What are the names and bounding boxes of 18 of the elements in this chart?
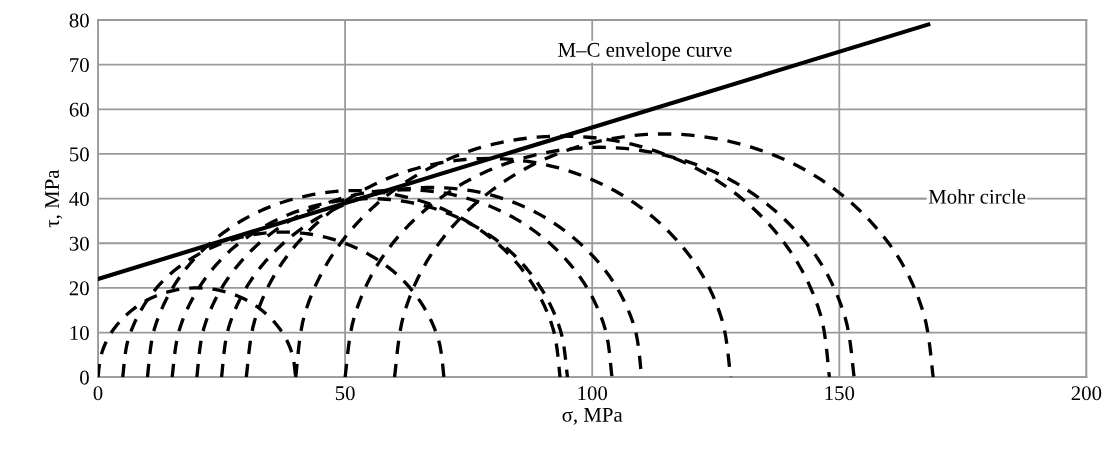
y-tick-label: 60 (69, 102, 89, 117)
x-axis-title: σ, MPa (562, 408, 623, 425)
y-tick-label: 20 (69, 281, 89, 296)
x-tick-label: 200 (1071, 386, 1102, 401)
x-tick-label: 50 (335, 386, 355, 401)
y-tick-label: 0 (80, 370, 89, 385)
y-tick-label: 30 (69, 236, 89, 251)
x-tick-label: 0 (93, 386, 103, 401)
x-tick-label: 100 (578, 386, 608, 401)
annotation: Mohr circle (928, 189, 1026, 204)
annotation: M–C envelope curve (558, 42, 732, 62)
x-tick-label: 150 (825, 386, 855, 401)
y-axis-title: τ, MPa (45, 169, 63, 228)
y-tick-label: 40 (69, 191, 89, 207)
y-tick-label: 50 (70, 147, 89, 162)
y-tick-label: 80 (69, 13, 89, 28)
y-tick-label: 70 (70, 58, 89, 73)
y-tick-label: 10 (70, 325, 89, 340)
